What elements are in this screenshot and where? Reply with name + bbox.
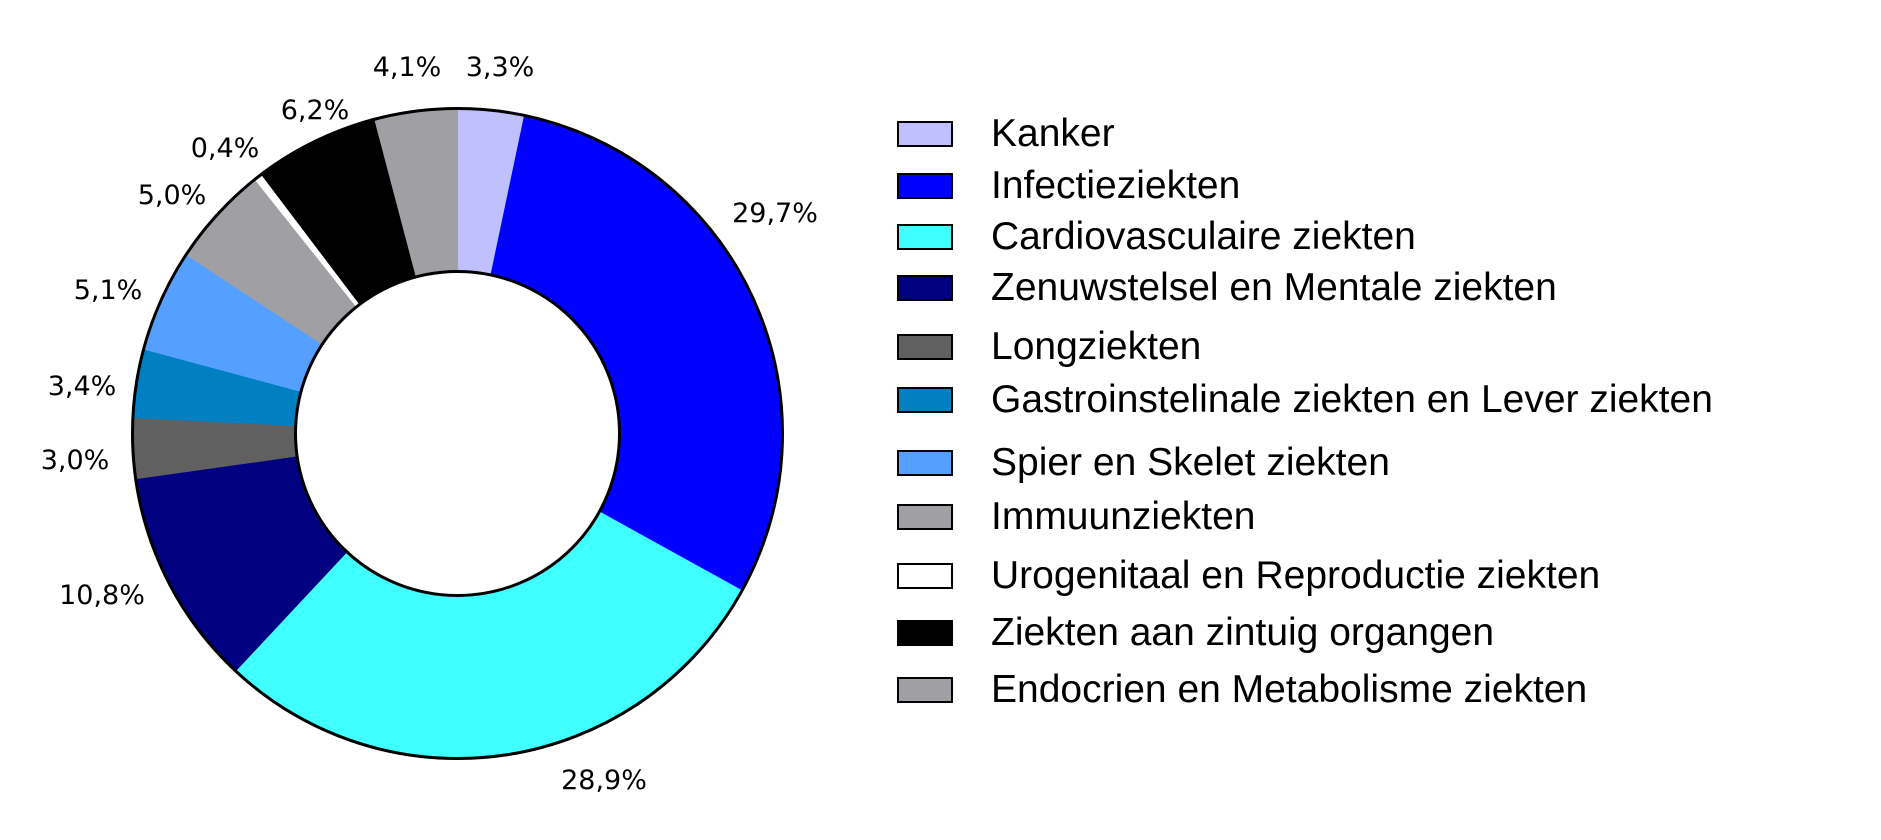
donut-inner-ring [294, 270, 621, 597]
legend-label: Gastroinstelinale ziekten en Lever ziekt… [991, 378, 1713, 421]
legend-swatch-icon [897, 224, 953, 250]
slice-label-urogenitaal: 0,4% [191, 133, 260, 164]
legend-item-endocrien: Endocrien en Metabolisme ziekten [897, 670, 1587, 710]
legend-label: Kanker [991, 112, 1115, 155]
slice-label-zintuig: 6,2% [281, 95, 350, 126]
legend-item-immuunziekten: Immuunziekten [897, 497, 1255, 537]
slice-label-kanker: 3,3% [466, 52, 535, 83]
legend-label: Cardiovasculaire ziekten [991, 215, 1416, 258]
legend-swatch-icon [897, 173, 953, 199]
legend-item-kanker: Kanker [897, 114, 1115, 154]
legend-label: Longziekten [991, 325, 1202, 368]
legend-label: Immuunziekten [991, 495, 1256, 538]
legend-label: Endocrien en Metabolisme ziekten [991, 668, 1588, 711]
legend-label: Spier en Skelet ziekten [991, 441, 1390, 484]
legend-swatch-icon [897, 504, 953, 530]
legend-swatch-icon [897, 620, 953, 646]
legend-swatch-icon [897, 563, 953, 589]
legend-swatch-icon [897, 334, 953, 360]
slice-label-endocrien: 4,1% [373, 52, 442, 83]
slice-label-infectieziekten: 29,7% [732, 198, 818, 229]
legend-swatch-icon [897, 387, 953, 413]
legend-label: Infectieziekten [991, 164, 1241, 207]
legend-item-infectieziekten: Infectieziekten [897, 166, 1240, 206]
slice-label-zenuwstelsel: 10,8% [59, 580, 145, 611]
legend-swatch-icon [897, 677, 953, 703]
legend-item-urogenitaal: Urogenitaal en Reproductie ziekten [897, 556, 1600, 596]
legend-item-longziekten: Longziekten [897, 327, 1201, 367]
donut-slices [132, 108, 783, 759]
legend-item-zenuwstelsel: Zenuwstelsel en Mentale ziekten [897, 268, 1557, 308]
legend-item-gastro: Gastroinstelinale ziekten en Lever ziekt… [897, 380, 1713, 420]
slice-label-cardiovasculaire: 28,9% [561, 765, 647, 796]
legend-label: Ziekten aan zintuig organgen [991, 611, 1495, 654]
slice-label-spier-skelet: 5,1% [74, 275, 143, 306]
legend-item-cardiovasculaire: Cardiovasculaire ziekten [897, 217, 1416, 257]
legend-swatch-icon [897, 450, 953, 476]
legend-swatch-icon [897, 121, 953, 147]
legend-item-spier-skelet: Spier en Skelet ziekten [897, 443, 1390, 483]
legend-item-zintuig: Ziekten aan zintuig organgen [897, 613, 1494, 653]
legend-label: Zenuwstelsel en Mentale ziekten [991, 266, 1557, 309]
legend-label: Urogenitaal en Reproductie ziekten [991, 554, 1601, 597]
slice-label-longziekten: 3,0% [41, 445, 110, 476]
legend-swatch-icon [897, 275, 953, 301]
slice-label-gastro: 3,4% [48, 371, 117, 402]
slice-label-immuunziekten: 5,0% [138, 180, 207, 211]
donut-outer-ring [131, 107, 784, 760]
